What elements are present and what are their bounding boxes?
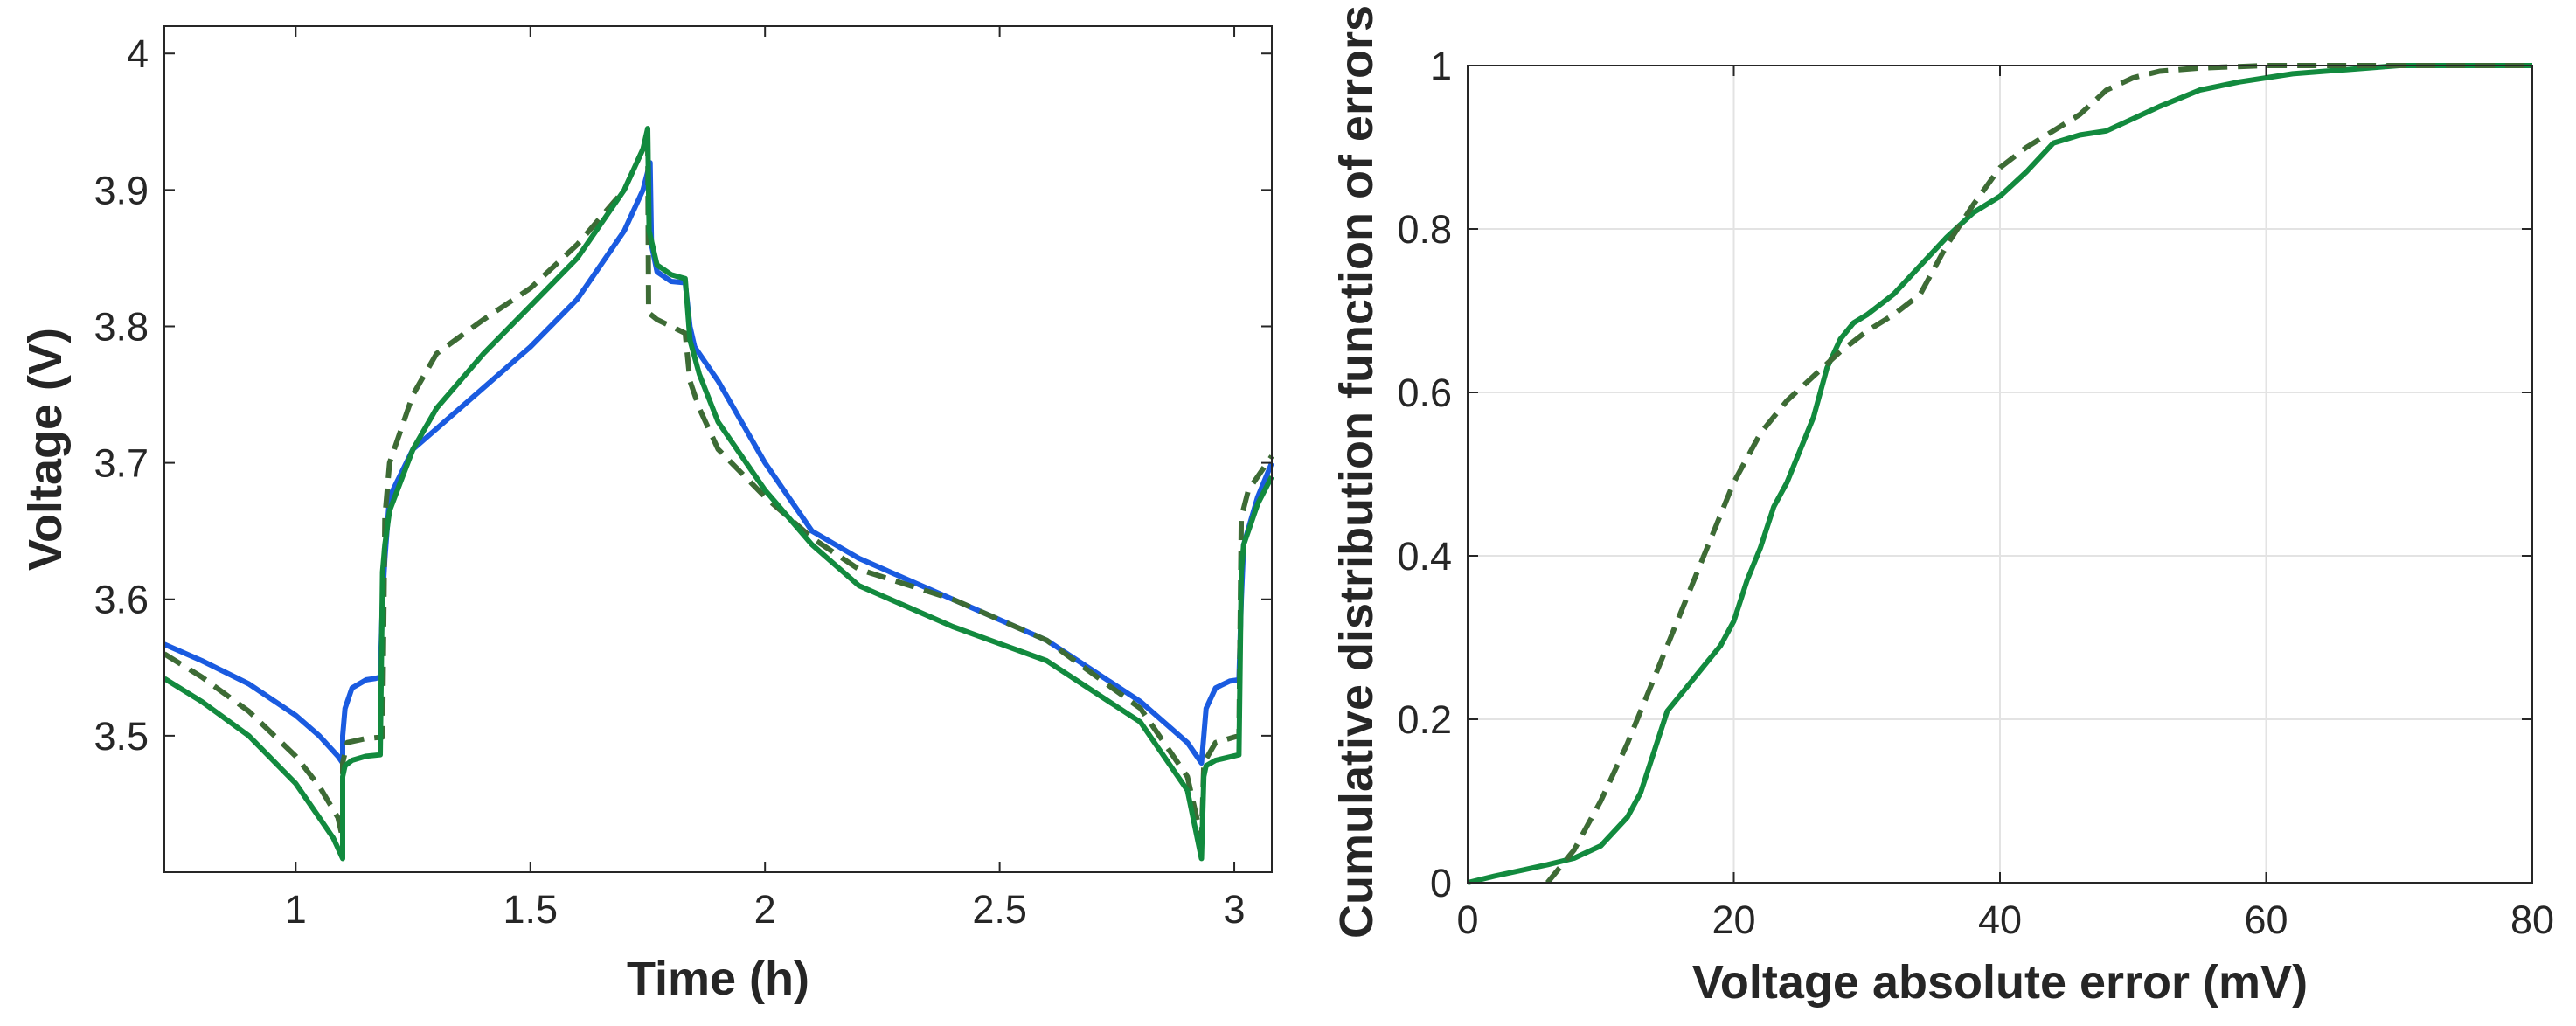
y-tick-label: 0.8 [1397,207,1452,252]
x-tick-label: 0 [1456,898,1478,942]
voltage-time-chart: 1 1.5 2 2.5 3 3.5 3.6 3.7 3.8 3.9 4 Time (h) Volta… [19,25,1274,1005]
y-tick-label: 3.9 [94,168,149,212]
y-axis-title: Voltage (V) [19,328,72,571]
y-axis-title: Cumulative distribution function of erro… [1330,5,1383,939]
x-tick-label: 3 [1224,887,1246,932]
series-line-green [163,126,1274,862]
y-tick-label: 0.2 [1397,697,1452,742]
ticks-layer: 1 1.5 2 2.5 3 3.5 3.6 3.7 3.8 3.9 4 [94,26,1272,932]
x-tick-label: 80 [2510,898,2554,942]
y-tick-label: 4 [127,31,149,76]
error-cdf-chart: 0 20 40 60 80 0 0.2 0.4 0.6 0.8 1 Voltage absolute… [1330,5,2554,1009]
x-tick-label: 2 [754,887,776,932]
ticks-layer: 0 20 40 60 80 0 0.2 0.4 0.6 0.8 1 [1397,44,2554,942]
axes-box [163,25,1273,873]
series-line-green [1467,63,2532,885]
series-layer [1467,63,2532,885]
x-tick-label: 1.5 [503,887,558,932]
x-tick-label: 20 [1712,898,1755,942]
y-tick-label: 3.7 [94,441,149,486]
y-tick-label: 0 [1430,861,1452,905]
x-tick-label: 1 [285,887,307,932]
x-axis-title: Voltage absolute error (mV) [1692,956,2308,1009]
y-tick-label: 3.5 [94,714,149,759]
y-tick-label: 0.4 [1397,534,1452,579]
y-tick-label: 3.8 [94,304,149,349]
x-tick-label: 2.5 [972,887,1027,932]
y-tick-label: 3.6 [94,578,149,622]
x-tick-label: 60 [2244,898,2288,942]
series-layer [163,126,1274,862]
series-line-green-dashed [1545,63,2532,884]
y-tick-label: 0.6 [1397,371,1452,415]
y-tick-label: 1 [1430,44,1452,88]
x-axis-title: Time (h) [627,953,809,1005]
x-tick-label: 40 [1978,898,2022,942]
